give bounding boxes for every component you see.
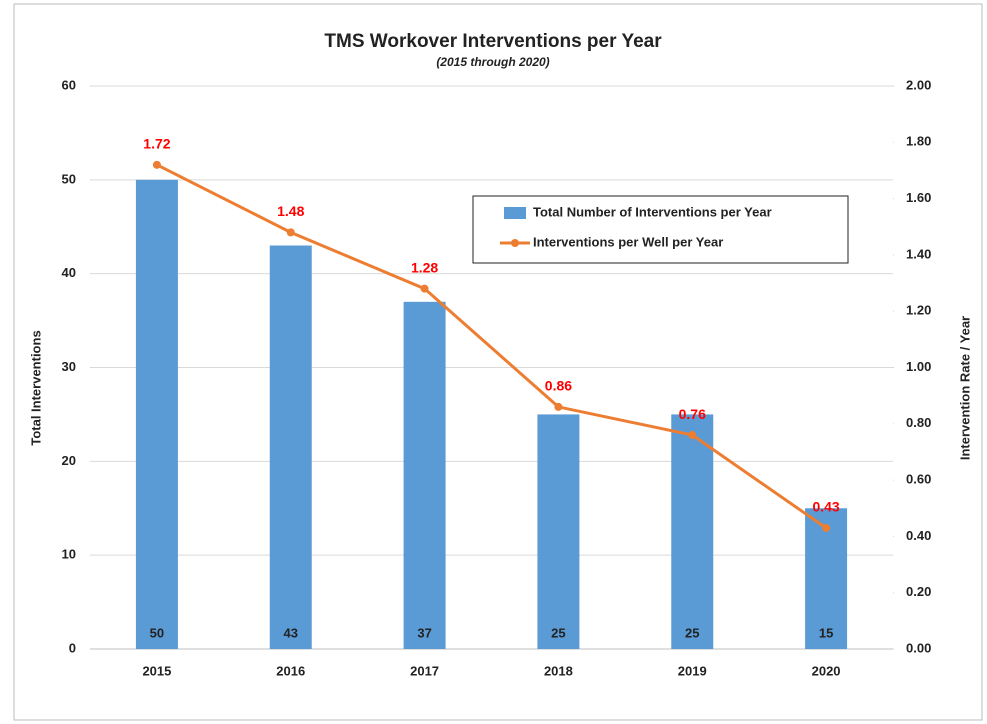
y-tick-label: 10 [62,547,76,562]
legend-swatch [504,207,526,219]
line-value-label: 1.28 [411,259,438,275]
chart-subtitle: (2015 through 2020) [436,55,549,69]
x-tick-label: 2018 [544,663,573,678]
y2-tick-label: 0.20 [906,584,931,599]
bar-value-label: 25 [551,625,565,640]
bar [269,245,312,649]
y-tick-label: 30 [62,359,76,374]
y2-tick-label: 0.40 [906,528,931,543]
x-tick-label: 2017 [410,663,439,678]
line-value-label: 0.43 [812,499,839,515]
x-tick-label: 2016 [276,663,305,678]
x-tick-label: 2020 [812,663,841,678]
y-tick-label: 20 [62,453,76,468]
y2-axis-label: Intervention Rate / Year [957,316,972,460]
line-marker [554,402,563,411]
y-tick-label: 40 [62,265,76,280]
bar [537,414,580,649]
bar [135,179,178,650]
y2-tick-label: 1.80 [906,134,931,149]
bar-value-label: 43 [284,625,298,640]
legend-marker [511,239,519,247]
y-axis-label: Total Interventions [28,330,43,445]
legend-label: Interventions per Well per Year [533,234,723,249]
bar [403,301,446,649]
x-tick-label: 2015 [142,663,171,678]
legend-box [472,195,849,264]
line-value-label: 1.72 [143,136,170,152]
line-value-label: 0.76 [679,406,706,422]
bar-value-label: 37 [417,625,431,640]
line-marker [286,228,295,237]
bar-value-label: 15 [819,625,833,640]
bar-value-label: 25 [685,625,699,640]
y2-tick-label: 1.20 [906,303,931,318]
y-tick-label: 60 [62,77,76,92]
bar [671,414,714,649]
y-tick-label: 0 [69,640,76,655]
y2-tick-label: 2.00 [906,77,931,92]
line [156,163,827,530]
line-marker [420,284,429,293]
y2-tick-label: 1.40 [906,246,931,261]
y2-tick-label: 0.00 [906,640,931,655]
y2-tick-label: 1.60 [906,190,931,205]
y2-tick-label: 0.60 [906,472,931,487]
x-tick-label: 2019 [678,663,707,678]
y-tick-label: 50 [62,171,76,186]
y2-tick-label: 1.00 [906,359,931,374]
bar-value-label: 50 [150,625,164,640]
y2-tick-label: 0.80 [906,415,931,430]
line-value-label: 0.86 [545,378,572,394]
legend-label: Total Number of Interventions per Year [533,204,772,219]
line-marker [822,523,831,532]
line-marker [152,160,161,169]
chart-title: TMS Workover Interventions per Year [324,31,662,52]
line-marker [688,431,697,440]
line-value-label: 1.48 [277,203,304,219]
